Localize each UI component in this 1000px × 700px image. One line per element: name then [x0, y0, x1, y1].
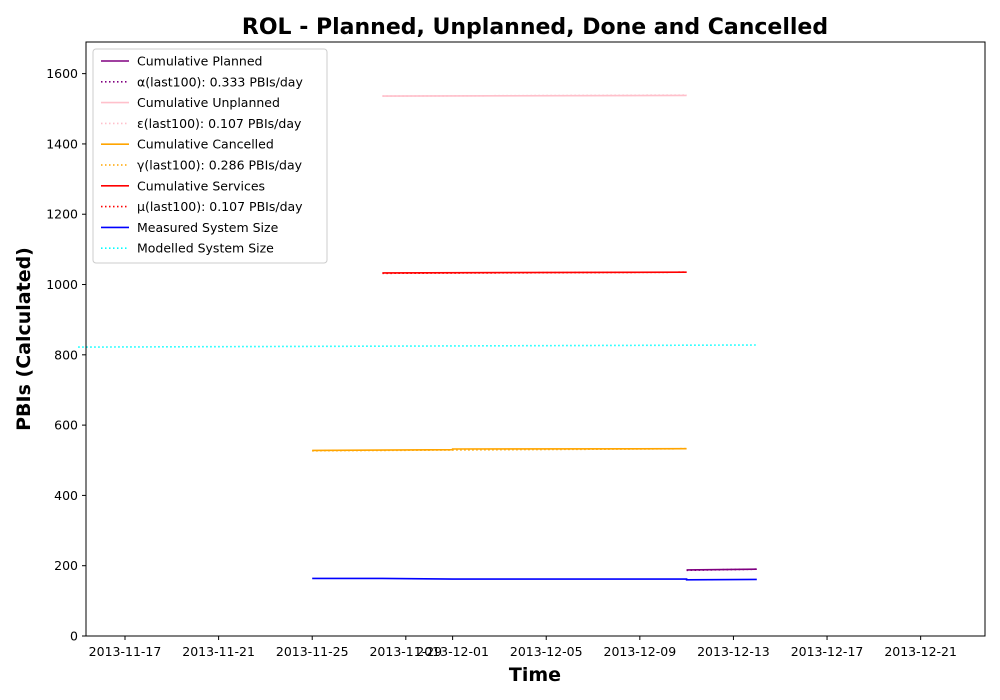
y-tick-label: 1600: [46, 66, 78, 81]
series-line-8: [312, 577, 757, 581]
x-tick-label: 2013-12-17: [791, 644, 864, 659]
x-axis-label: Time: [509, 664, 561, 686]
series-line-9: [78, 344, 757, 348]
x-tick-label: 2013-12-01: [416, 644, 489, 659]
y-axis-label: PBIs (Calculated): [13, 247, 35, 431]
legend-label-4: Cumulative Cancelled: [137, 137, 274, 152]
series-layer: [78, 94, 757, 581]
legend: Cumulative Planned α(last100): 0.333 PBIs…: [92, 48, 328, 264]
x-tick-label: 2013-12-05: [510, 644, 583, 659]
legend-label-6: Cumulative Services: [137, 178, 265, 193]
plot-frame: [85, 41, 986, 637]
legend-label-7: μ(last100): 0.107 PBIs/day: [137, 199, 303, 214]
legend-label-0: Cumulative Planned: [137, 54, 262, 69]
chart-title: ROL - Planned, Unplanned, Done and Cance…: [242, 15, 828, 40]
x-tick-label: 2013-12-21: [884, 644, 957, 659]
legend-box: [92, 48, 328, 264]
series-line-5: [312, 447, 687, 452]
legend-label-2: Cumulative Unplanned: [137, 95, 280, 110]
x-tick-label: 2013-12-13: [697, 644, 770, 659]
y-tick-label: 800: [54, 347, 78, 362]
y-tick-label: 400: [54, 488, 78, 503]
legend-label-8: Measured System Size: [137, 220, 279, 235]
x-tick-label: 2013-11-21: [182, 644, 255, 659]
series-line-0: [686, 568, 757, 571]
legend-label-3: ε(last100): 0.107 PBIs/day: [137, 116, 302, 131]
legend-label-9: Modelled System Size: [137, 241, 274, 256]
series-line-3: [382, 94, 687, 97]
y-tick-label: 600: [54, 418, 78, 433]
y-tick-label: 1400: [46, 136, 78, 151]
y-tick-label: 1000: [46, 277, 78, 292]
y-tick-label: 0: [70, 629, 78, 644]
legend-label-5: γ(last100): 0.286 PBIs/day: [137, 158, 303, 173]
ticks-layer: 2013-11-17 2013-11-21 2013-11-25 2013-11-29…: [46, 66, 957, 659]
y-tick-label: 200: [54, 558, 78, 573]
x-tick-label: 2013-11-29: [369, 644, 442, 659]
x-tick-label: 2013-11-25: [276, 644, 349, 659]
legend-label-1: α(last100): 0.333 PBIs/day: [137, 74, 303, 89]
series-line-7: [382, 271, 687, 275]
y-tick-label: 1200: [46, 207, 78, 222]
x-tick-label: 2013-12-09: [604, 644, 677, 659]
x-tick-label: 2013-11-17: [89, 644, 162, 659]
